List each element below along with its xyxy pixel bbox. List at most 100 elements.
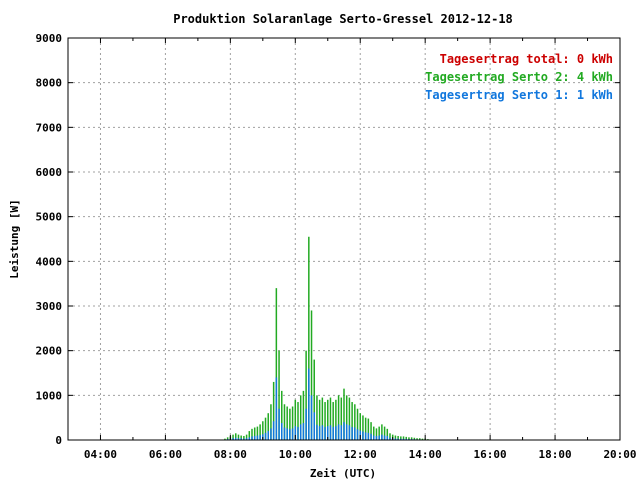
bar-series-2 bbox=[332, 427, 334, 440]
bar-series-1 bbox=[262, 421, 264, 440]
legend-entry: Tagesertrag Serto 2: 4 kWh bbox=[425, 70, 613, 84]
bar-series-2 bbox=[313, 412, 315, 440]
bar-series-1 bbox=[359, 413, 361, 440]
x-tick-label: 18:00 bbox=[538, 448, 571, 461]
bar-series-1 bbox=[362, 415, 364, 440]
bar-series-1 bbox=[283, 404, 286, 440]
bar-series-2 bbox=[378, 435, 380, 440]
bar-series-2 bbox=[402, 438, 405, 440]
bar-series-1 bbox=[413, 437, 416, 440]
bar-series-2 bbox=[327, 426, 329, 440]
x-tick-label: 08:00 bbox=[214, 448, 247, 461]
bar-series-2 bbox=[321, 425, 324, 440]
bar-series-1 bbox=[335, 399, 337, 440]
bar-series-2 bbox=[270, 428, 272, 440]
bar-series-1 bbox=[397, 435, 399, 440]
bar-series-2 bbox=[356, 429, 359, 440]
bar-series-2 bbox=[256, 435, 259, 440]
bar-series-2 bbox=[251, 436, 253, 440]
bar-series-1 bbox=[421, 438, 424, 440]
bar-series-2 bbox=[240, 438, 242, 440]
bar-series-2 bbox=[264, 432, 267, 440]
bar-series-1 bbox=[256, 426, 259, 440]
bar-series-1 bbox=[332, 402, 334, 440]
bar-series-1 bbox=[337, 395, 340, 440]
bar-series-2 bbox=[386, 435, 389, 440]
bar-series-1 bbox=[224, 438, 226, 440]
bar-series-1 bbox=[383, 426, 386, 440]
y-tick-label: 4000 bbox=[36, 255, 63, 268]
bar-series-2 bbox=[337, 424, 340, 440]
bar-series-2 bbox=[294, 426, 297, 440]
legend-entry: Tagesertrag Serto 1: 1 kWh bbox=[425, 88, 613, 102]
bar-series-2 bbox=[405, 438, 407, 440]
chart-title: Produktion Solaranlage Serto-Gressel 201… bbox=[173, 12, 513, 26]
bar-series-2 bbox=[248, 437, 251, 440]
bar-series-2 bbox=[253, 435, 256, 440]
legend: Tagesertrag total: 0 kWh Tagesertrag Sert… bbox=[425, 52, 613, 102]
bar-series-2 bbox=[278, 408, 280, 440]
bar-series-1 bbox=[386, 428, 389, 440]
y-axis-label: Leistung [W] bbox=[8, 199, 21, 278]
bar-series-2 bbox=[324, 427, 326, 440]
bar-series-2 bbox=[259, 435, 261, 440]
grid-lines bbox=[68, 38, 620, 440]
bar-series-1 bbox=[345, 395, 348, 440]
bar-series-2 bbox=[375, 435, 378, 440]
y-tick-label: 8000 bbox=[36, 77, 63, 90]
y-tick-label: 6000 bbox=[36, 166, 63, 179]
bar-series-2 bbox=[267, 431, 269, 440]
bar-series-2 bbox=[316, 424, 318, 440]
bar-series-2 bbox=[354, 427, 356, 440]
bar-series-1 bbox=[286, 406, 288, 440]
bar-series-1 bbox=[410, 437, 413, 440]
x-tick-label: 12:00 bbox=[344, 448, 377, 461]
bar-series-2 bbox=[237, 438, 240, 440]
bar-series-1 bbox=[251, 428, 253, 440]
y-tick-label: 1000 bbox=[36, 389, 63, 402]
bar-series-2 bbox=[318, 426, 321, 440]
bars-layer bbox=[224, 236, 432, 440]
bar-series-2 bbox=[308, 368, 310, 440]
x-tick-label: 06:00 bbox=[149, 448, 182, 461]
plot-frame bbox=[67, 37, 621, 441]
bar-series-2 bbox=[291, 428, 294, 440]
y-tick-label: 7000 bbox=[36, 121, 63, 134]
bar-series-1 bbox=[416, 438, 418, 440]
axis-ticks: 0 1000 2000 3000 4000 5000 6000 7000 8000 9000 04:… bbox=[36, 32, 637, 461]
bar-series-2 bbox=[281, 423, 283, 440]
bar-series-2 bbox=[340, 425, 343, 440]
bar-series-1 bbox=[402, 436, 405, 440]
bar-series-2 bbox=[232, 438, 234, 440]
bar-series-1 bbox=[381, 424, 383, 440]
y-tick-label: 3000 bbox=[36, 300, 63, 313]
bar-series-2 bbox=[297, 427, 299, 440]
y-tick-label: 9000 bbox=[36, 32, 63, 45]
bar-series-1 bbox=[318, 399, 321, 440]
x-tick-label: 20:00 bbox=[603, 448, 636, 461]
bar-series-2 bbox=[286, 428, 288, 440]
y-tick-label: 0 bbox=[55, 434, 62, 447]
x-tick-label: 04:00 bbox=[84, 448, 117, 461]
bar-series-1 bbox=[245, 434, 248, 440]
bar-series-1 bbox=[394, 435, 397, 440]
bar-series-1 bbox=[343, 388, 345, 440]
bar-series-1 bbox=[408, 437, 410, 440]
y-tick-label: 2000 bbox=[36, 345, 63, 358]
bar-series-2 bbox=[275, 377, 278, 440]
legend-entry: Tagesertrag total: 0 kWh bbox=[440, 52, 613, 66]
x-tick-label: 14:00 bbox=[409, 448, 442, 461]
bar-series-2 bbox=[302, 423, 305, 440]
bar-series-2 bbox=[373, 435, 375, 440]
bar-series-1 bbox=[302, 390, 305, 440]
bar-series-1 bbox=[267, 413, 269, 440]
bar-series-1 bbox=[264, 417, 267, 440]
bar-series-2 bbox=[272, 421, 275, 440]
bar-series-2 bbox=[289, 429, 291, 440]
bar-series-2 bbox=[389, 437, 391, 440]
bar-series-1 bbox=[340, 397, 343, 440]
bar-series-2 bbox=[243, 438, 245, 440]
bar-series-2 bbox=[335, 426, 337, 440]
bar-series-2 bbox=[397, 438, 399, 440]
